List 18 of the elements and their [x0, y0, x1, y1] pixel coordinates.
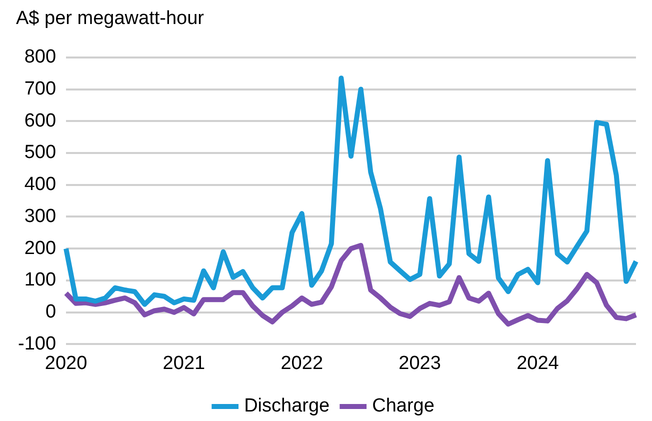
y-axis-title: A$ per megawatt-hour	[16, 8, 205, 31]
y-tick-label: 600	[24, 110, 56, 132]
y-tick-label: 0	[45, 302, 56, 323]
y-tick-label: 100	[24, 270, 56, 291]
x-tick-label: 2023	[398, 352, 441, 374]
y-tick-label: 700	[24, 78, 56, 100]
y-tick-label: -100	[18, 333, 56, 354]
x-tick-label: 2022	[280, 352, 324, 374]
x-tick-label: 2024	[516, 352, 560, 374]
x-tick-label: 2021	[162, 352, 206, 374]
y-tick-label: 300	[24, 206, 56, 227]
legend-label: Discharge	[244, 396, 330, 417]
legend-label: Charge	[372, 396, 434, 417]
x-tick-label: 2020	[44, 352, 88, 374]
y-tick-label: 200	[24, 238, 56, 259]
y-tick-label: 800	[24, 46, 56, 68]
y-tick-label: 400	[24, 174, 56, 196]
y-tick-label: 500	[24, 142, 56, 164]
